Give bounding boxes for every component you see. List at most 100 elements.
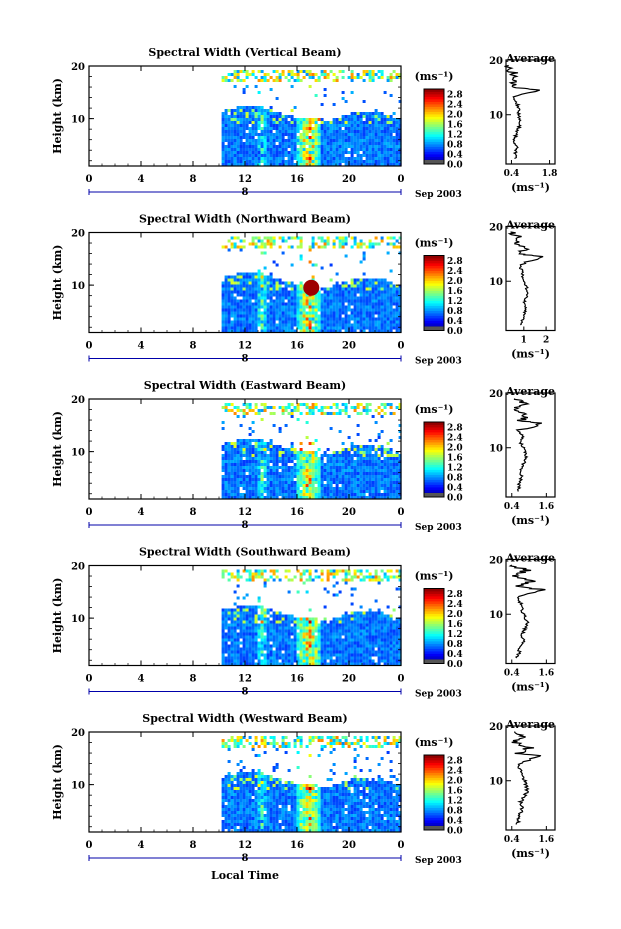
colorbar-segment: [424, 437, 444, 440]
average-title: Average: [505, 718, 555, 731]
local-time-label: Local Time: [211, 869, 279, 882]
colorbar-tick-label: 0.4: [447, 484, 463, 494]
colorbar-segment: [424, 820, 444, 823]
average-frame: [505, 225, 556, 332]
colorbar-segment: [424, 477, 444, 480]
average-x-tick-label: 1.6: [539, 502, 555, 512]
colorbar-segment: [424, 795, 444, 798]
colorbar-segment: [424, 280, 444, 284]
colorbar-tick-label: 0.0: [447, 161, 463, 171]
y-tick-label: 20: [71, 62, 85, 73]
colorbar-tick-label: 0.4: [447, 650, 463, 660]
y-tick-label: 10: [71, 614, 85, 625]
y-tick-label: 10: [71, 448, 85, 459]
y-axis-label: Height (km): [51, 411, 64, 487]
colorbar-segment: [424, 812, 444, 816]
x-tick-label: 8: [190, 840, 197, 851]
y-tick-label: 10: [71, 115, 85, 126]
colorbar-tick-label: 0.0: [447, 494, 463, 504]
colorbar-segment: [424, 601, 444, 604]
average-unit: (ms⁻¹): [511, 348, 550, 361]
colorbar-segment: [424, 603, 444, 607]
x-tick-label: 16: [290, 674, 304, 685]
x-tick-label: 0: [398, 507, 405, 518]
x-tick-label: 12: [238, 507, 252, 518]
colorbar-segment: [424, 454, 444, 458]
colorbar-segment: [424, 785, 444, 788]
average-x-tick-label: 2: [543, 336, 549, 346]
colorbar-segment: [424, 777, 444, 781]
y-axis-label: Height (km): [51, 245, 64, 321]
colorbar-segment: [424, 462, 444, 465]
colorbar-floor: [424, 160, 444, 164]
x-tick-label: 4: [138, 174, 145, 185]
y-tick-label: 20: [71, 395, 85, 406]
colorbar-frame: [423, 754, 445, 831]
colorbar-segment: [424, 452, 444, 455]
colorbar-segment: [424, 787, 444, 791]
colorbar-segment: [424, 447, 444, 450]
colorbar-segment: [424, 772, 444, 776]
colorbar: [424, 588, 444, 664]
colorbar-segment: [424, 792, 444, 796]
date-label: Sep 2003: [415, 357, 462, 367]
colorbar-segment: [424, 310, 444, 314]
colorbar-tick-label: 1.6: [447, 121, 463, 131]
colorbar-segment: [424, 621, 444, 624]
heatmap-cells: [221, 236, 402, 333]
average-frame: [505, 725, 556, 831]
colorbar-segment: [424, 422, 444, 425]
panel-title: Spectral Width (Westward Beam): [142, 712, 347, 725]
colorbar-segment: [424, 131, 444, 135]
colorbar-segment: [424, 643, 444, 647]
colorbar-segment: [424, 268, 444, 271]
colorbar-tick-label: 0.0: [447, 327, 463, 337]
average-frame: [505, 392, 556, 498]
y-axis-label: Height (km): [51, 578, 64, 654]
date-label: Sep 2003: [415, 690, 462, 700]
x-tick-label: 12: [238, 674, 252, 685]
colorbar-segment: [424, 278, 444, 281]
colorbar-segment: [424, 144, 444, 147]
panel-4: Spectral Width (Southward Beam) 10 20 Heigh…: [51, 546, 556, 700]
x-tick-label: 20: [342, 174, 356, 185]
colorbar-segment: [424, 303, 444, 306]
colorbar-segment: [424, 800, 444, 803]
colorbar-tick-label: 0.8: [447, 307, 463, 317]
average-unit: (ms⁻¹): [511, 847, 550, 860]
average-x-tick-label: 1.6: [539, 835, 555, 845]
colorbar-segment: [424, 770, 444, 773]
day-marker: 8: [242, 354, 249, 365]
y-tick-label: 20: [71, 562, 85, 573]
average-y-tick-label: 20: [489, 56, 503, 67]
colorbar-segment: [424, 141, 444, 145]
x-tick-label: 8: [190, 674, 197, 685]
colorbar-segment: [424, 815, 444, 818]
panel-title: Spectral Width (Vertical Beam): [148, 46, 341, 59]
x-tick-label: 12: [238, 341, 252, 352]
colorbar-segment: [424, 648, 444, 652]
average-y-tick-label: 20: [489, 223, 503, 234]
colorbar-segment: [424, 598, 444, 602]
x-tick-label: 0: [86, 341, 93, 352]
x-tick-label: 0: [398, 174, 405, 185]
colorbar-segment: [424, 611, 444, 614]
colorbar-tick-label: 1.2: [447, 797, 463, 807]
colorbar-segment: [424, 653, 444, 657]
colorbar-segment: [424, 596, 444, 599]
colorbar-segment: [424, 104, 444, 107]
colorbar-segment: [424, 129, 444, 132]
colorbar-segment: [424, 285, 444, 289]
colorbar-segment: [424, 474, 444, 478]
colorbar-segment: [424, 807, 444, 811]
colorbar-segment: [424, 255, 444, 259]
colorbar-segment: [424, 482, 444, 485]
colorbar-segment: [424, 126, 444, 130]
colorbar-tick-label: 0.4: [447, 817, 463, 827]
average-y-tick-label: 10: [489, 777, 503, 788]
panel-title: Spectral Width (Northward Beam): [139, 213, 351, 226]
colorbar-segment: [424, 822, 444, 826]
colorbar-segment: [424, 616, 444, 619]
colorbar-tick-label: 1.2: [447, 297, 463, 307]
colorbar-tick-label: 0.8: [447, 141, 463, 151]
